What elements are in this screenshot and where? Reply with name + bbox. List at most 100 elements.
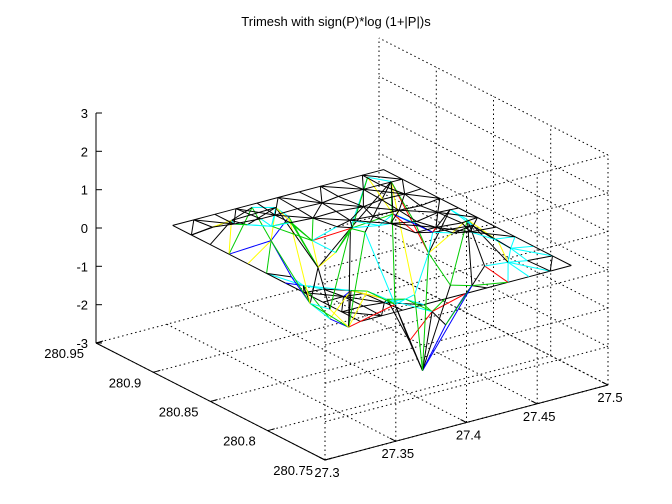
mesh-edge [291, 276, 304, 286]
mesh-edge [390, 210, 400, 224]
mesh-edge [336, 226, 353, 229]
mesh-edge [235, 208, 261, 220]
mesh-edge [420, 205, 438, 213]
mesh-edge [431, 311, 447, 326]
mesh-edge [435, 226, 454, 234]
mesh-edge [233, 218, 261, 225]
mesh-edge [431, 293, 467, 313]
mesh-edge [193, 219, 213, 228]
mesh-edge [348, 304, 396, 328]
mesh-edge [312, 217, 351, 221]
mesh-edge [477, 217, 497, 228]
mesh-edge [350, 219, 391, 224]
z-tick-label: -1 [76, 259, 88, 274]
x-tick-mark [210, 399, 218, 402]
mesh-edge [378, 213, 394, 226]
mesh-edge [320, 180, 342, 187]
z-gridline-back-left [324, 192, 609, 269]
mesh-edge [235, 202, 258, 210]
mesh-edge [310, 303, 331, 310]
mesh-edge [350, 227, 366, 233]
mesh-edge [364, 231, 396, 305]
mesh-edge [449, 208, 473, 226]
mesh-edge [256, 202, 276, 216]
z-tick-label: 2 [81, 144, 88, 159]
mesh-edge [399, 209, 438, 213]
mesh-edge [363, 188, 405, 195]
mesh-edge [390, 181, 394, 215]
mesh-edge [405, 298, 433, 313]
mesh-edge [278, 197, 323, 204]
z-gridline-back-left [324, 346, 609, 423]
mesh-edge [507, 276, 530, 283]
mesh-edge [312, 210, 337, 219]
mesh-edge [470, 226, 497, 233]
mesh-edge [510, 236, 516, 249]
mesh-edge [432, 227, 437, 233]
mesh-edge [383, 298, 388, 303]
mesh-edge [508, 260, 528, 263]
mesh-edge [277, 197, 298, 210]
x-tick-label: 280.85 [159, 405, 199, 420]
mesh-edge [321, 202, 364, 208]
mesh-edge [363, 302, 385, 307]
mesh-edge [193, 213, 215, 221]
z-gridline-back-left [324, 269, 609, 346]
mesh-edge [270, 240, 311, 304]
mesh-edge [312, 217, 338, 228]
mesh-edge [401, 179, 406, 195]
mesh-edge [466, 219, 473, 286]
z-gridline-back-left [324, 231, 609, 308]
mesh-edge [277, 191, 300, 198]
mesh-edge [309, 267, 319, 304]
mesh-edge [317, 252, 336, 268]
mesh-edge [380, 178, 403, 186]
mesh-edge [209, 244, 230, 255]
mesh-edge [336, 206, 364, 212]
mesh-edge [510, 247, 553, 257]
mesh-edge [233, 208, 237, 225]
y-tick-label: 27.4 [456, 428, 481, 443]
mesh-edge [432, 231, 454, 234]
mesh-edge [390, 213, 394, 224]
mesh-edge [304, 292, 344, 297]
mesh-edge [172, 219, 194, 226]
axes-grid [95, 37, 609, 461]
x-gridline-floor [95, 267, 380, 344]
mesh-edge [341, 305, 364, 313]
mesh-edge [352, 213, 394, 229]
z-gridline-back-left [324, 154, 609, 231]
mesh-edge [394, 304, 423, 371]
mesh-edge [461, 222, 471, 233]
mesh-edge [247, 240, 272, 265]
mesh-edge [552, 255, 572, 266]
mesh-edge [274, 208, 298, 216]
mesh-edge [341, 296, 344, 312]
mesh-edge [423, 298, 445, 306]
mesh-edge [303, 292, 324, 303]
mesh-edge [549, 255, 553, 272]
mesh-edge [360, 315, 382, 322]
mesh-edge [409, 311, 433, 342]
mesh-edge [484, 265, 509, 283]
trimesh-surface [172, 169, 572, 371]
x-tick-label: 280.95 [44, 346, 84, 361]
mesh-edge [472, 225, 495, 240]
mesh-edge [260, 214, 276, 220]
mesh-edge [415, 226, 437, 234]
mesh-edge [251, 207, 272, 241]
mesh-edge [228, 240, 272, 255]
mesh-edge [363, 305, 382, 317]
mesh-edge [384, 302, 403, 311]
mesh-edge [398, 193, 406, 211]
mesh-edge [320, 185, 364, 190]
x-tick-label: 280.75 [273, 463, 313, 478]
mesh-edge [471, 265, 486, 286]
mesh-edge [470, 231, 495, 240]
mesh-edge [363, 293, 385, 304]
mesh-edge [321, 195, 339, 204]
mesh-edge [329, 308, 349, 328]
y-tick-mark [460, 419, 467, 423]
mesh-edge [298, 191, 323, 204]
mesh-edge [398, 205, 421, 211]
